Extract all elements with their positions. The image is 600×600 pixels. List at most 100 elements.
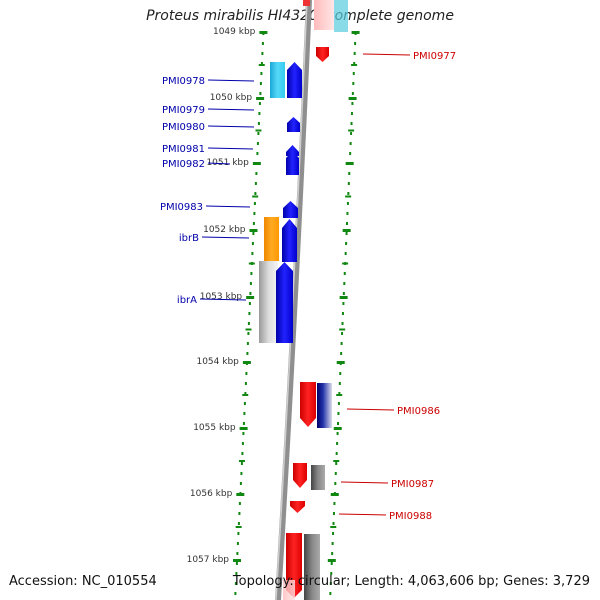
- track-border-dot: [258, 102, 261, 105]
- gene-pmi0981[interactable]: [286, 145, 299, 156]
- ruler-minor-tick: [242, 394, 249, 396]
- ruler-tick-left: [249, 229, 258, 232]
- gene-pmi0977[interactable]: [316, 47, 329, 62]
- ruler-label: 1051 kbp: [206, 158, 249, 168]
- ruler-minor-tick: [258, 64, 265, 66]
- ruler-tick-right: [333, 427, 342, 430]
- track-border-dot: [347, 182, 350, 185]
- track-border-dot: [241, 442, 244, 445]
- track-border-dot: [247, 322, 250, 325]
- ruler-minor-tick: [252, 195, 259, 198]
- track-border-dot: [349, 152, 352, 155]
- gene-leader-line: [346, 408, 395, 411]
- ruler-tick-left: [239, 427, 248, 430]
- feature-bottom-gray: [304, 534, 320, 600]
- track-border-dot: [333, 502, 336, 505]
- gene-label-pmi0977[interactable]: PMI0977: [413, 51, 456, 62]
- gene-ibra[interactable]: [276, 262, 293, 343]
- track-border-dot: [242, 432, 245, 435]
- track-border-dot: [337, 422, 340, 425]
- track-border-dot: [331, 542, 334, 545]
- gene-labels-forward: PMI0978 PMI0979 PMI0980 PMI0981 PMI0982 PMI09…: [160, 76, 255, 306]
- track-border-dot: [236, 542, 239, 545]
- feature-ibrb-orange: [264, 217, 279, 261]
- track-border-dot: [237, 532, 240, 535]
- track-border-dot: [254, 182, 257, 185]
- gene-label-pmi0980[interactable]: PMI0980: [162, 122, 205, 133]
- track-border-dot: [346, 222, 349, 225]
- gene-ibrb[interactable]: [282, 219, 297, 262]
- gene-label-pmi0978[interactable]: PMI0978: [162, 76, 205, 87]
- feature-pmi0987-dark: [311, 465, 325, 490]
- gene-label-pmi0986[interactable]: PMI0986: [397, 406, 440, 417]
- gene-label-pmi0988[interactable]: PMI0988: [389, 511, 432, 522]
- gene-pmi0978[interactable]: [287, 62, 302, 98]
- ruler-tick-left: [236, 493, 245, 496]
- ruler-label: 1056 kbp: [190, 489, 233, 499]
- track-border-dot: [244, 392, 247, 395]
- track-border-dot: [253, 202, 256, 205]
- track-border-dot: [349, 142, 352, 145]
- track-border-dot: [260, 62, 263, 65]
- ruler-minor-tick: [235, 526, 242, 528]
- map-title: Proteus mirabilis HI4320, complete genom…: [146, 8, 454, 24]
- track-border-dot: [244, 382, 247, 385]
- track-border-dot: [345, 242, 348, 245]
- track-border-dot: [351, 92, 354, 95]
- track-border-dot: [351, 102, 354, 105]
- track-border-dot: [340, 352, 343, 355]
- track-border-dot: [343, 282, 346, 285]
- gene-label-ibrb[interactable]: ibrB: [179, 233, 199, 244]
- track-border-dot: [251, 252, 254, 255]
- track-border-dot: [246, 352, 249, 355]
- gene-label-pmi0981[interactable]: PMI0981: [162, 144, 205, 155]
- gene-pmi0988[interactable]: [290, 501, 305, 513]
- track-border-dot: [338, 392, 341, 395]
- gene-label-pmi0979[interactable]: PMI0979: [162, 105, 205, 116]
- gene-label-ibra[interactable]: ibrA: [177, 295, 197, 306]
- ruler-minor-tick: [339, 328, 346, 331]
- ruler-minor-tick: [336, 394, 343, 396]
- ruler-minor-tick: [238, 460, 245, 462]
- track-border-dot: [336, 442, 339, 445]
- track-border-dot: [236, 552, 239, 555]
- feature-pmi0986-navy: [317, 383, 332, 428]
- track-border-dot: [238, 502, 241, 505]
- gene-pmi0982[interactable]: [286, 151, 299, 175]
- ruler-minor-tick: [330, 526, 337, 528]
- track-border-dot: [341, 322, 344, 325]
- gene-label-pmi0983[interactable]: PMI0983: [160, 202, 203, 213]
- ruler-label: 1049 kbp: [213, 27, 256, 37]
- gene-pmi0983[interactable]: [283, 201, 298, 218]
- ruler-tick-right: [339, 296, 348, 299]
- track-border-dot: [346, 212, 349, 215]
- ruler-label: 1053 kbp: [200, 292, 243, 302]
- gene-label-pmi0982[interactable]: PMI0982: [162, 159, 205, 170]
- track-border-dot: [330, 572, 333, 575]
- gene-label-pmi0987[interactable]: PMI0987: [391, 479, 434, 490]
- gene-leader-line: [362, 53, 411, 56]
- gene-pmi0987[interactable]: [293, 463, 307, 488]
- track-border-dot: [350, 132, 353, 135]
- ruler-tick-left: [252, 162, 261, 165]
- track-border-dot: [330, 562, 333, 565]
- gene-leader-line: [207, 147, 254, 150]
- track-border-dot: [240, 462, 243, 465]
- ruler-tick-right: [327, 559, 336, 562]
- feature-bottom-pink: [283, 580, 295, 600]
- gene-pmi0980[interactable]: [287, 117, 300, 132]
- gene-leader-line: [340, 481, 389, 484]
- ruler-minor-tick: [255, 129, 262, 132]
- accession-text: Accession: NC_010554: [9, 574, 157, 589]
- track-border-dot: [353, 62, 356, 65]
- ruler-tick-left: [242, 361, 251, 364]
- gene-pmi0986[interactable]: [300, 382, 316, 427]
- gene-leader-line: [205, 205, 251, 208]
- track-border-dot: [259, 82, 262, 85]
- ruler-tick-left: [246, 296, 255, 299]
- track-border-dot: [235, 572, 238, 575]
- track-border-dot: [234, 592, 237, 595]
- track-border-dot: [344, 252, 347, 255]
- track-border-dot: [334, 472, 337, 475]
